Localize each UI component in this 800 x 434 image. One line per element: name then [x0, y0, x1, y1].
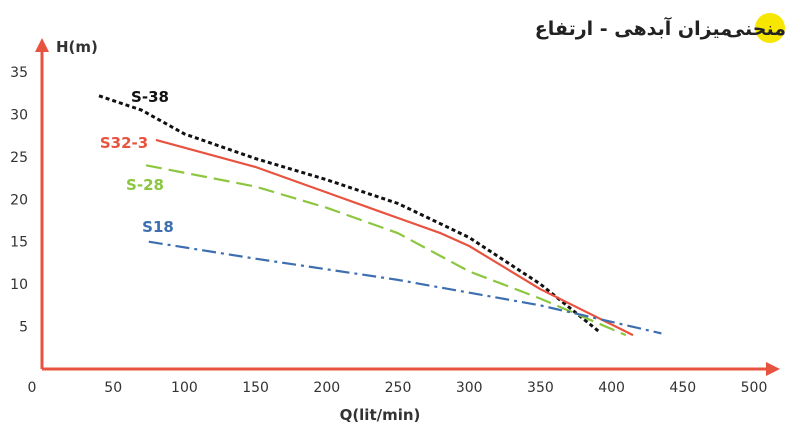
y-tick-label: 10 — [10, 277, 28, 293]
x-axis-title: Q(lit/min) — [340, 406, 421, 424]
series-line — [145, 164, 627, 337]
title-text: میزان آبدهی - ارتفاع — [535, 16, 732, 40]
series-label: S18 — [142, 218, 174, 236]
title-highlight-text: منحنی — [726, 18, 786, 40]
x-tick-label: 450 — [669, 380, 696, 396]
y-axis-arrow — [35, 38, 49, 52]
y-tick-label: 30 — [10, 107, 28, 123]
x-tick-label: 350 — [527, 380, 554, 396]
x-tick-label: 50 — [104, 380, 122, 396]
y-axis-title: H(m) — [56, 38, 98, 56]
x-tick-label: 200 — [313, 380, 340, 396]
series-lines — [98, 94, 662, 337]
series-line — [155, 138, 634, 337]
series-line — [148, 240, 662, 335]
x-tick-label: 100 — [171, 380, 198, 396]
x-tick-label: 300 — [456, 380, 483, 396]
x-axis-arrow — [766, 362, 780, 376]
axes — [35, 38, 780, 376]
title-highlight-circle — [755, 13, 785, 43]
tick-labels: 50 100 150 200 250 300 350 400 450 50051015202530… — [10, 65, 767, 396]
x-tick-label: 150 — [242, 380, 269, 396]
y-tick-label: 15 — [10, 235, 28, 251]
series-labels: S-38 S32-3 S-28 S18 — [100, 88, 174, 236]
series-label: S-28 — [126, 176, 164, 194]
y-tick-label: 5 — [19, 320, 28, 336]
series-line — [98, 94, 602, 334]
series-label: S32-3 — [100, 134, 148, 152]
series-label: S-38 — [131, 88, 169, 106]
y-tick-label: 35 — [10, 65, 28, 81]
y-tick-label: 20 — [10, 192, 28, 208]
chart-title: منحنی میزان آبدهی - ارتفاع — [535, 13, 786, 43]
x-tick-label: 500 — [741, 380, 768, 396]
x-tick-label: 250 — [385, 380, 412, 396]
x-tick-label: 400 — [598, 380, 625, 396]
y-tick-label: 25 — [10, 150, 28, 166]
origin-label: 0 — [28, 380, 37, 396]
